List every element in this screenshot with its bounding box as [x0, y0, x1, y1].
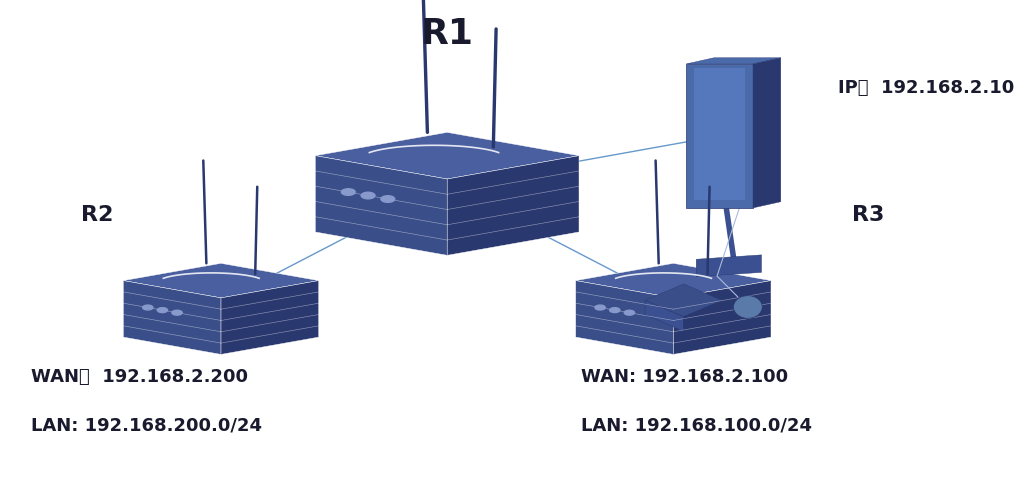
- Text: WAN：  192.168.2.200: WAN： 192.168.2.200: [31, 367, 248, 385]
- Circle shape: [143, 305, 153, 310]
- Polygon shape: [684, 301, 722, 331]
- Polygon shape: [576, 281, 673, 355]
- Text: LAN: 192.168.100.0/24: LAN: 192.168.100.0/24: [581, 416, 812, 433]
- Polygon shape: [687, 59, 781, 65]
- Polygon shape: [316, 156, 447, 256]
- Text: WAN: 192.168.2.100: WAN: 192.168.2.100: [581, 367, 787, 385]
- Text: IP：  192.168.2.10: IP： 192.168.2.10: [838, 79, 1014, 97]
- Circle shape: [361, 193, 375, 200]
- Polygon shape: [646, 301, 684, 331]
- Circle shape: [624, 311, 634, 316]
- Polygon shape: [123, 281, 221, 355]
- Ellipse shape: [733, 296, 762, 319]
- Circle shape: [341, 189, 356, 196]
- Polygon shape: [696, 255, 762, 277]
- Polygon shape: [695, 69, 744, 201]
- Circle shape: [172, 311, 182, 316]
- Polygon shape: [687, 65, 752, 208]
- Polygon shape: [447, 156, 579, 256]
- Polygon shape: [646, 285, 722, 317]
- Polygon shape: [673, 281, 771, 355]
- Circle shape: [610, 308, 620, 313]
- Text: R1: R1: [420, 17, 474, 51]
- Text: LAN: 192.168.200.0/24: LAN: 192.168.200.0/24: [31, 416, 262, 433]
- Text: R3: R3: [852, 205, 885, 224]
- Circle shape: [595, 305, 605, 310]
- Polygon shape: [316, 133, 579, 180]
- Circle shape: [381, 196, 395, 203]
- Polygon shape: [752, 59, 781, 208]
- Circle shape: [157, 308, 168, 313]
- Polygon shape: [221, 281, 319, 355]
- Polygon shape: [123, 264, 319, 298]
- Text: R2: R2: [81, 205, 114, 224]
- Polygon shape: [576, 264, 771, 298]
